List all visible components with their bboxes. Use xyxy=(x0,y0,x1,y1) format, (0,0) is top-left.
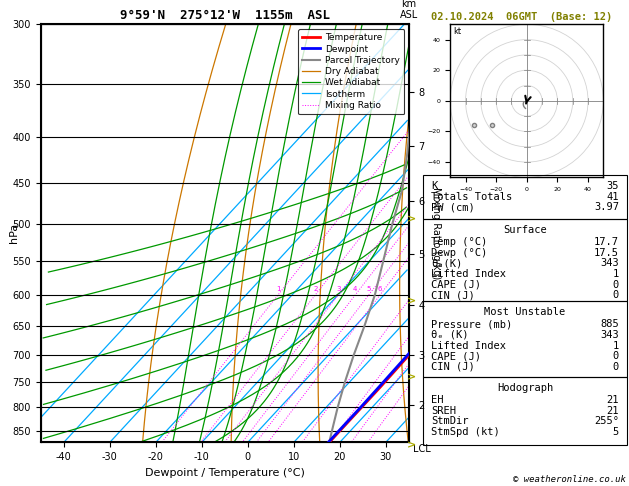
Text: 5: 5 xyxy=(367,286,371,292)
Text: EH: EH xyxy=(431,395,443,405)
Text: 1: 1 xyxy=(613,269,619,279)
Text: Hodograph: Hodograph xyxy=(497,383,553,393)
Text: Temp (°C): Temp (°C) xyxy=(431,237,487,247)
Text: Lifted Index: Lifted Index xyxy=(431,269,506,279)
Text: 0: 0 xyxy=(613,351,619,361)
Text: 0: 0 xyxy=(613,291,619,300)
Text: 2: 2 xyxy=(313,286,318,292)
Text: Pressure (mb): Pressure (mb) xyxy=(431,319,512,329)
Text: >: > xyxy=(407,440,416,451)
Text: Dewp (°C): Dewp (°C) xyxy=(431,248,487,258)
Text: 0: 0 xyxy=(613,280,619,290)
Text: >: > xyxy=(407,214,416,224)
Text: Totals Totals: Totals Totals xyxy=(431,191,512,202)
Text: CAPE (J): CAPE (J) xyxy=(431,351,481,361)
Text: 02.10.2024  06GMT  (Base: 12): 02.10.2024 06GMT (Base: 12) xyxy=(431,12,612,22)
Text: kt: kt xyxy=(454,27,462,36)
Text: θₑ(K): θₑ(K) xyxy=(431,259,462,268)
Text: 4: 4 xyxy=(353,286,357,292)
Y-axis label: hPa: hPa xyxy=(9,223,19,243)
Text: Lifted Index: Lifted Index xyxy=(431,341,506,350)
Text: 885: 885 xyxy=(600,319,619,329)
Text: Surface: Surface xyxy=(503,225,547,235)
Text: 0: 0 xyxy=(613,362,619,372)
Text: 3: 3 xyxy=(336,286,340,292)
Text: >: > xyxy=(407,296,416,306)
Text: km
ASL: km ASL xyxy=(399,0,418,20)
Text: 3.97: 3.97 xyxy=(594,202,619,212)
Text: SREH: SREH xyxy=(431,406,456,416)
Text: CIN (J): CIN (J) xyxy=(431,362,475,372)
Text: CAPE (J): CAPE (J) xyxy=(431,280,481,290)
Text: 343: 343 xyxy=(600,330,619,340)
Text: CIN (J): CIN (J) xyxy=(431,291,475,300)
Legend: Temperature, Dewpoint, Parcel Trajectory, Dry Adiabat, Wet Adiabat, Isotherm, Mi: Temperature, Dewpoint, Parcel Trajectory… xyxy=(298,29,404,114)
Y-axis label: Mixing Ratio (g/kg): Mixing Ratio (g/kg) xyxy=(431,187,442,279)
Text: LCL: LCL xyxy=(413,444,430,454)
Text: 35: 35 xyxy=(606,181,619,191)
Text: 17.7: 17.7 xyxy=(594,237,619,247)
Text: >: > xyxy=(407,372,416,382)
Text: 6: 6 xyxy=(378,286,382,292)
Text: StmDir: StmDir xyxy=(431,417,469,426)
X-axis label: Dewpoint / Temperature (°C): Dewpoint / Temperature (°C) xyxy=(145,468,305,478)
Text: 1: 1 xyxy=(613,341,619,350)
Text: 21: 21 xyxy=(606,406,619,416)
Text: θₑ (K): θₑ (K) xyxy=(431,330,469,340)
Text: StmSpd (kt): StmSpd (kt) xyxy=(431,427,499,437)
Text: © weatheronline.co.uk: © weatheronline.co.uk xyxy=(513,474,626,484)
Text: 41: 41 xyxy=(606,191,619,202)
Title: 9°59'N  275°12'W  1155m  ASL: 9°59'N 275°12'W 1155m ASL xyxy=(120,9,330,22)
Text: 21: 21 xyxy=(606,395,619,405)
Text: 5: 5 xyxy=(613,427,619,437)
Text: Most Unstable: Most Unstable xyxy=(484,307,565,317)
Text: 343: 343 xyxy=(600,259,619,268)
Text: 1: 1 xyxy=(276,286,281,292)
Text: 17.5: 17.5 xyxy=(594,248,619,258)
Text: 255°: 255° xyxy=(594,417,619,426)
Text: PW (cm): PW (cm) xyxy=(431,202,475,212)
Text: K: K xyxy=(431,181,437,191)
